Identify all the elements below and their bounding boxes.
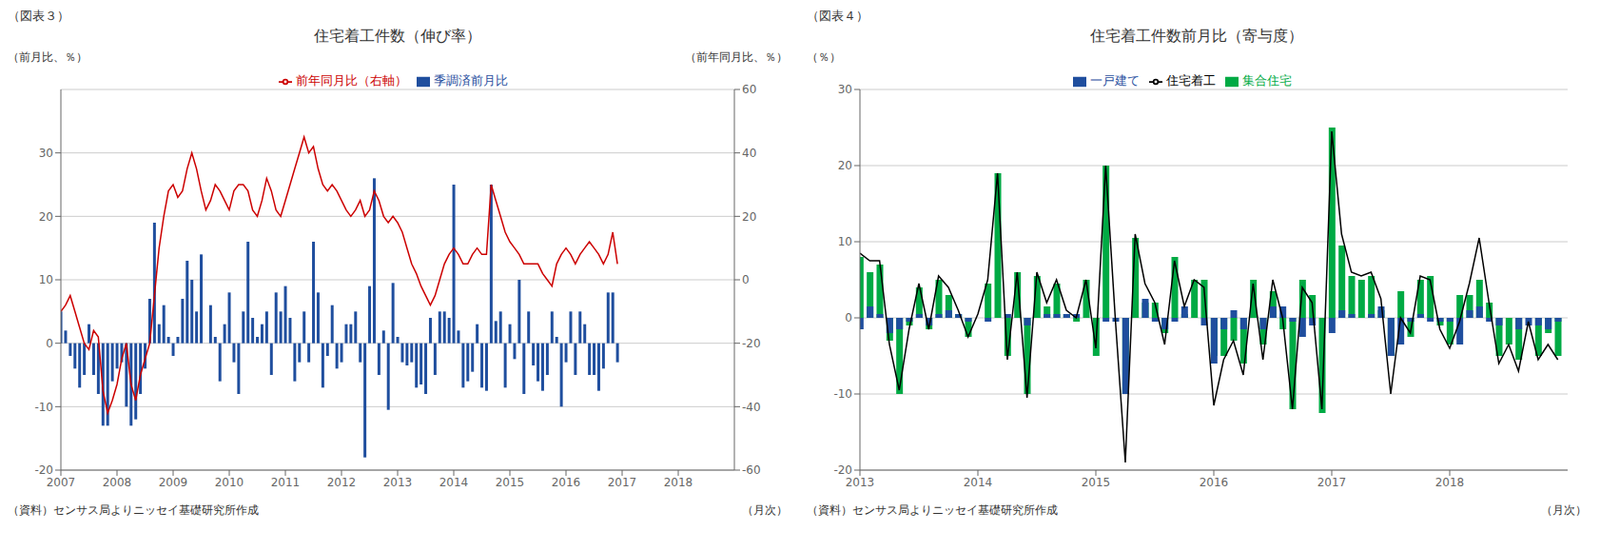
html-text:（図表４）: （図表４）	[806, 8, 869, 23]
svg-text:2008: 2008	[102, 475, 133, 489]
svg-text:2013: 2013	[845, 475, 876, 489]
html-text:（資料）センサス局よりニッセイ基礎研究所作成: （資料）センサス局よりニッセイ基礎研究所作成	[806, 503, 1058, 517]
svg-text:2016: 2016	[1199, 475, 1230, 489]
svg-text:0: 0	[45, 336, 54, 351]
svg-text:2017: 2017	[1317, 475, 1347, 489]
svg-text:-10: -10	[34, 400, 54, 414]
svg-text:10: 10	[39, 273, 54, 287]
svg-text:2018: 2018	[1435, 475, 1465, 489]
html-text:（前月比、％）: （前月比、％）	[7, 50, 88, 64]
html-text:季調済前月比: 季調済前月比	[433, 73, 508, 88]
svg-text:20: 20	[838, 158, 853, 173]
html-text:（図表３）: （図表３）	[7, 8, 70, 23]
svg-text:10: 10	[838, 234, 853, 249]
svg-text:2010: 2010	[214, 475, 245, 489]
svg-text:-60: -60	[741, 463, 761, 477]
html-text:一戸建て: 一戸建て	[1090, 73, 1140, 88]
html-text:（資料）センサス局よりニッセイ基礎研究所作成: （資料）センサス局よりニッセイ基礎研究所作成	[7, 503, 259, 517]
svg-text:-10: -10	[833, 387, 853, 401]
svg-text:0: 0	[844, 311, 853, 325]
svg-text:20: 20	[741, 210, 757, 224]
svg-text:-20: -20	[34, 463, 54, 477]
svg-text:40: 40	[741, 146, 757, 160]
svg-text:60: 60	[741, 82, 757, 97]
svg-text:2007: 2007	[46, 475, 77, 489]
html-text:住宅着工件数（伸び率）: 住宅着工件数（伸び率）	[313, 26, 482, 45]
svg-text:30: 30	[838, 82, 853, 97]
svg-text:0: 0	[741, 273, 750, 287]
svg-text:-20: -20	[833, 463, 853, 477]
svg-text:-40: -40	[741, 400, 761, 414]
svg-text:2016: 2016	[551, 475, 582, 489]
svg-text:20: 20	[39, 210, 54, 224]
svg-text:2013: 2013	[383, 475, 413, 489]
html-text:（月次）: （月次）	[741, 503, 788, 517]
svg-text:2009: 2009	[158, 475, 189, 489]
html-text:住宅着工件数前月比（寄与度）: 住宅着工件数前月比（寄与度）	[1090, 26, 1304, 45]
html-text:前年同月比（右軸）: 前年同月比（右軸）	[295, 73, 407, 88]
svg-text:30: 30	[39, 146, 54, 160]
svg-text:2011: 2011	[271, 475, 301, 489]
svg-text:2015: 2015	[495, 475, 526, 489]
svg-text:-20: -20	[741, 336, 761, 351]
html-text:（月次）: （月次）	[1541, 503, 1587, 517]
html-text:住宅着工: 住宅着工	[1166, 73, 1216, 88]
svg-text:2017: 2017	[607, 475, 638, 489]
html-text:（前年同月比、％）: （前年同月比、％）	[684, 50, 788, 64]
svg-text:2015: 2015	[1081, 475, 1112, 489]
svg-text:2014: 2014	[963, 475, 994, 489]
svg-text:2014: 2014	[439, 475, 469, 489]
svg-text:2018: 2018	[663, 475, 694, 489]
html-text:集合住宅: 集合住宅	[1242, 73, 1292, 88]
svg-text:2012: 2012	[327, 475, 357, 489]
